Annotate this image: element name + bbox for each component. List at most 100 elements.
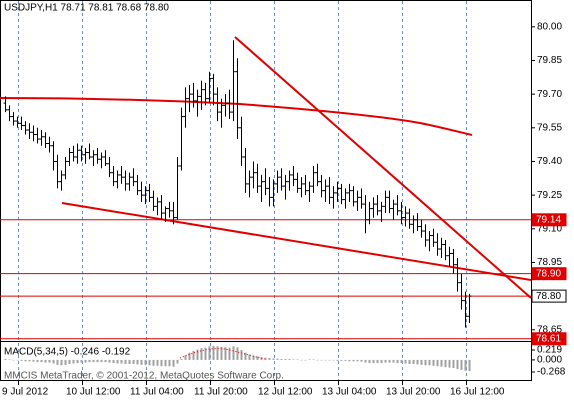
macd-bar <box>396 359 399 364</box>
price-label: 78.61 <box>536 333 561 344</box>
macd-bar <box>344 359 347 361</box>
macd-bar <box>120 359 123 364</box>
price-axis: 80.00 79.85 79.70 79.55 79.40 79.25 79.10 78.95… <box>2 21 567 398</box>
macd-bar <box>456 359 459 369</box>
macd-bar <box>400 359 403 364</box>
macd-bar <box>168 359 171 367</box>
macd-bar <box>220 346 223 360</box>
macd-bar <box>48 359 51 363</box>
macd-bar <box>300 359 303 361</box>
macd-bar <box>340 359 343 361</box>
price-label: 79.14 <box>536 214 561 225</box>
x-tick-label: 11 Jul 04:00 <box>130 387 184 398</box>
macd-bar <box>356 359 359 362</box>
macd-bar <box>124 359 127 364</box>
macd-bar <box>28 359 31 362</box>
macd-bar <box>348 359 351 362</box>
macd-bar <box>336 359 339 361</box>
macd-bar <box>360 359 363 362</box>
y-tick-label: 79.70 <box>537 89 562 100</box>
macd-bar <box>80 359 83 363</box>
y-tick-label: 79.55 <box>537 122 562 133</box>
macd-bar <box>88 359 91 363</box>
macd-bar <box>332 359 335 361</box>
macd-bar <box>104 359 107 363</box>
x-tick-label: 16 Jul 12:00 <box>450 387 505 398</box>
x-tick-label: 10 Jul 12:00 <box>66 387 121 398</box>
macd-bar <box>152 359 155 366</box>
macd-bar <box>256 356 259 360</box>
macd-bar <box>412 359 415 364</box>
macd-bar <box>284 358 287 360</box>
macd-bar <box>248 354 251 360</box>
price-label-box <box>531 213 567 227</box>
macd-bar <box>272 358 275 360</box>
x-tick-label: 13 Jul 04:00 <box>322 387 377 398</box>
y-tick-label: 78.65 <box>537 324 562 335</box>
macd-bar <box>352 359 355 362</box>
macd-tick-label: -0.268 <box>537 367 566 378</box>
x-tick-label: 12 Jul 12:00 <box>258 387 313 398</box>
macd-bar <box>452 359 455 369</box>
macd-title: MACD(5,34,5) -0.246 -0.192 <box>4 347 131 358</box>
macd-bar <box>64 359 67 365</box>
trend-line <box>234 36 532 299</box>
macd-bar <box>232 346 235 360</box>
macd-bar <box>464 359 467 371</box>
macd-tick-label: 0.000 <box>537 355 562 366</box>
macd-bar <box>460 359 463 370</box>
macd-bar <box>16 359 19 361</box>
x-tick-label: 9 Jul 2012 <box>2 387 49 398</box>
macd-bar <box>108 359 111 363</box>
macd-bar <box>240 349 243 360</box>
macd-bar <box>236 347 239 360</box>
macd-bar <box>316 359 319 361</box>
macd-bar <box>280 358 283 360</box>
macd-bar <box>24 359 27 362</box>
macd-bar <box>252 355 255 360</box>
macd-bar <box>8 359 11 360</box>
macd-bar <box>268 358 271 360</box>
macd-bar <box>376 359 379 364</box>
macd-bar <box>200 348 203 360</box>
moving-average <box>0 97 473 136</box>
macd-bar <box>204 347 207 360</box>
macd-bar <box>372 359 375 364</box>
macd-bar <box>296 359 299 360</box>
macd-bar <box>180 358 183 360</box>
macd-bar <box>140 359 143 365</box>
macd-bar <box>404 359 407 364</box>
macd-bar <box>312 359 315 360</box>
macd-bar <box>304 359 307 361</box>
macd-bar <box>468 359 471 372</box>
macd-bar <box>364 359 367 363</box>
macd-bar <box>224 347 227 360</box>
macd-bar <box>216 346 219 360</box>
y-tick-label: 79.40 <box>537 156 562 167</box>
macd-bar <box>148 359 151 366</box>
copyright: MMCIS MetaTrader, © 2001-2012, MetaQuote… <box>4 371 284 382</box>
macd-bar <box>288 358 291 360</box>
y-tick-label: 79.85 <box>537 55 562 66</box>
macd-bar <box>172 359 175 367</box>
macd-bar <box>136 359 139 365</box>
macd-bar <box>116 359 119 364</box>
macd-bar <box>228 347 231 360</box>
macd-bar <box>420 359 423 365</box>
macd-bar <box>424 359 427 366</box>
price-label: 78.80 <box>536 291 561 302</box>
macd-bar <box>408 359 411 364</box>
macd-bar <box>112 359 115 364</box>
macd-signal <box>179 348 266 360</box>
macd-bar <box>196 349 199 360</box>
macd-bar <box>192 350 195 360</box>
macd-bar <box>308 359 311 360</box>
macd-bar <box>76 359 79 364</box>
macd-tick-label: 0.219 <box>537 345 562 356</box>
macd-bar <box>160 359 163 367</box>
macd-bar <box>96 359 99 363</box>
macd-bar <box>244 352 247 360</box>
macd-bar <box>36 359 39 363</box>
macd-bar <box>176 359 179 364</box>
macd-bar <box>380 359 383 364</box>
